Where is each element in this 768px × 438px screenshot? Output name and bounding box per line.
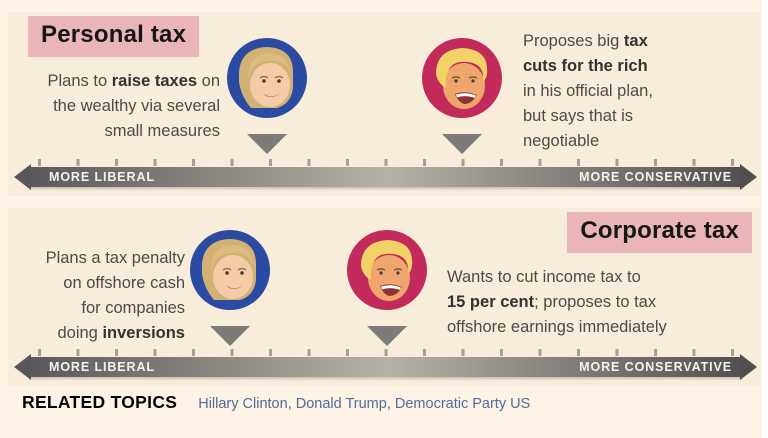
related-topics-row: RELATED TOPICS Hillary Clinton, Donald T… — [22, 392, 530, 413]
panel-personal-tax: Personal tax Plans to raise taxes on the… — [8, 12, 760, 196]
clinton-marker-triangle — [210, 326, 250, 346]
axis-label-conservative: MORE CONSERVATIVE — [579, 170, 732, 184]
trump-position-text: Proposes big tax cuts for the rich in hi… — [523, 32, 653, 150]
trump-marker-triangle — [367, 326, 407, 346]
panel-title-corporate-tax: Corporate tax — [567, 212, 752, 253]
axis-gradient-bar: MORE LIBERAL MORE CONSERVATIVE — [29, 357, 742, 377]
clinton-photo — [190, 230, 270, 310]
link-donald-trump[interactable]: Donald Trump — [295, 396, 387, 412]
clinton-position-text: Plans to raise taxes on the wealthy via … — [47, 72, 220, 140]
axis-label-conservative: MORE CONSERVATIVE — [579, 360, 732, 374]
trump-photo — [422, 38, 502, 118]
spectrum-axis: MORE LIBERAL MORE CONSERVATIVE — [14, 164, 757, 190]
panel-title-personal-tax: Personal tax — [28, 16, 200, 57]
clinton-photo — [227, 38, 307, 118]
axis-ticks — [38, 349, 736, 356]
clinton-marker-triangle — [247, 134, 287, 154]
trump-photo — [347, 230, 427, 310]
spectrum-axis: MORE LIBERAL MORE CONSERVATIVE — [14, 354, 757, 380]
panel-corporate-tax: Corporate tax Plans a tax penalty on off… — [8, 208, 760, 386]
related-topics-heading: RELATED TOPICS — [22, 392, 178, 412]
axis-gradient-bar: MORE LIBERAL MORE CONSERVATIVE — [29, 167, 742, 187]
link-separator: , — [386, 396, 395, 412]
clinton-position-text: Plans a tax penalty on offshore cash for… — [45, 249, 185, 342]
axis-label-liberal: MORE LIBERAL — [49, 360, 155, 374]
trump-position-text: Wants to cut income tax to 15 per cent; … — [447, 268, 667, 336]
axis-ticks — [38, 159, 736, 166]
link-hillary-clinton[interactable]: Hillary Clinton — [198, 396, 288, 412]
related-topics-links: Hillary Clinton, Donald Trump, Democrati… — [198, 396, 530, 412]
link-democratic-party-us[interactable]: Democratic Party US — [394, 396, 531, 412]
link-separator: , — [287, 396, 296, 412]
trump-marker-triangle — [442, 134, 482, 154]
page-right-gutter — [762, 0, 768, 438]
axis-label-liberal: MORE LIBERAL — [49, 170, 155, 184]
